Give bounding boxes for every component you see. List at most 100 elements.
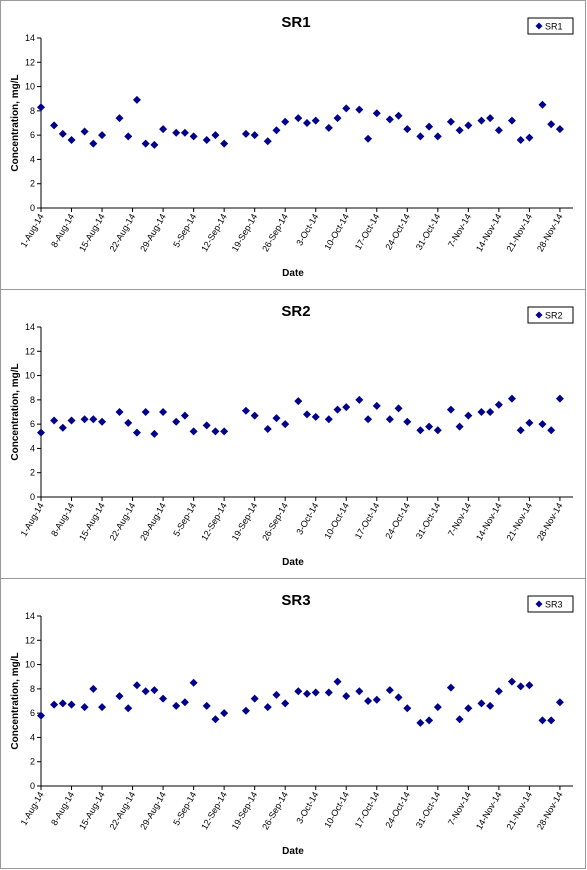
legend-marker bbox=[535, 22, 543, 30]
x-tick-label: 24-Oct-14 bbox=[383, 212, 412, 252]
x-tick-label: 31-Oct-14 bbox=[414, 501, 443, 541]
data-point-sr1 bbox=[98, 131, 107, 140]
data-point-sr1 bbox=[364, 134, 373, 143]
y-tick-label: 0 bbox=[30, 203, 35, 213]
data-point-sr3 bbox=[433, 703, 442, 712]
data-point-sr1 bbox=[372, 109, 381, 118]
y-axis-title: Concentration, mg/L bbox=[10, 74, 21, 171]
data-point-sr1 bbox=[141, 139, 150, 148]
data-point-sr3 bbox=[324, 688, 333, 697]
x-tick-label: 24-Oct-14 bbox=[383, 790, 412, 830]
legend-label: SR2 bbox=[545, 311, 563, 321]
data-point-sr2 bbox=[263, 425, 272, 433]
data-point-sr3 bbox=[372, 695, 381, 704]
x-tick-label: 7-Nov-14 bbox=[446, 790, 473, 827]
data-point-sr2 bbox=[464, 411, 473, 420]
data-point-sr2 bbox=[516, 426, 525, 435]
data-point-sr1 bbox=[250, 131, 259, 140]
data-point-sr3 bbox=[211, 715, 220, 724]
data-point-sr3 bbox=[494, 687, 503, 696]
data-point-sr1 bbox=[50, 121, 59, 130]
data-point-sr2 bbox=[124, 418, 133, 427]
x-tick-label: 3-Oct-14 bbox=[294, 501, 320, 536]
data-point-sr2 bbox=[80, 415, 89, 424]
data-point-sr3 bbox=[172, 701, 181, 710]
data-point-sr3 bbox=[403, 704, 412, 713]
x-tick-label: 21-Nov-14 bbox=[504, 212, 534, 253]
data-point-sr1 bbox=[324, 123, 333, 132]
data-point-sr3 bbox=[446, 683, 455, 692]
data-point-sr2 bbox=[477, 408, 486, 416]
data-point-sr1 bbox=[67, 136, 76, 144]
data-point-sr2 bbox=[98, 417, 107, 426]
x-tick-label: 26-Sep-14 bbox=[260, 790, 290, 831]
data-point-sr1 bbox=[555, 125, 564, 134]
chart-panel-sr1: SR1 0 2 4 6 8 10 12 14 1-Aug-14 8-Aug-14 15-Aug-14 2… bbox=[0, 0, 586, 290]
data-point-sr3 bbox=[220, 709, 229, 718]
y-tick-label: 6 bbox=[30, 419, 35, 429]
data-point-sr1 bbox=[464, 121, 473, 130]
data-point-sr2 bbox=[250, 411, 259, 420]
x-axis-title: Date bbox=[282, 846, 304, 857]
x-tick-label: 8-Aug-14 bbox=[49, 212, 76, 249]
data-point-sr2 bbox=[281, 420, 290, 429]
data-point-sr2 bbox=[150, 429, 159, 438]
data-point-sr1 bbox=[538, 100, 547, 109]
data-point-sr3 bbox=[80, 703, 89, 712]
y-tick-label: 8 bbox=[30, 684, 35, 694]
x-tick-label: 8-Aug-14 bbox=[49, 501, 76, 538]
data-point-sr1 bbox=[425, 122, 434, 131]
data-point-sr2 bbox=[241, 406, 250, 415]
data-point-sr2 bbox=[141, 408, 150, 416]
y-tick-label: 10 bbox=[25, 82, 35, 92]
x-tick-label: 17-Oct-14 bbox=[353, 790, 382, 830]
x-tick-label: 1-Aug-14 bbox=[19, 212, 46, 249]
data-point-sr2 bbox=[486, 408, 495, 416]
data-point-sr1 bbox=[477, 116, 486, 125]
y-tick-label: 12 bbox=[25, 57, 35, 67]
data-point-sr2 bbox=[494, 400, 503, 409]
x-tick-label: 15-Aug-14 bbox=[77, 501, 107, 542]
data-point-sr3 bbox=[355, 687, 364, 696]
data-point-sr3 bbox=[180, 698, 189, 707]
data-point-sr2 bbox=[272, 414, 281, 423]
data-point-sr2 bbox=[311, 412, 320, 421]
x-tick-label: 14-Nov-14 bbox=[474, 212, 504, 253]
data-point-sr2 bbox=[220, 427, 229, 436]
x-axis-title: Date bbox=[282, 557, 304, 568]
data-point-sr1 bbox=[494, 126, 503, 135]
legend: SR2 bbox=[527, 306, 574, 324]
data-point-sr3 bbox=[477, 699, 486, 708]
data-point-sr2 bbox=[132, 428, 141, 437]
data-point-sr1 bbox=[311, 116, 320, 125]
legend-box bbox=[527, 17, 574, 35]
x-tick-label: 12-Sep-14 bbox=[199, 790, 229, 831]
chart-title: SR2 bbox=[281, 303, 310, 320]
y-axis-title: Concentration, mg/L bbox=[10, 652, 21, 749]
data-point-sr3 bbox=[294, 687, 303, 696]
data-point-sr3 bbox=[333, 677, 342, 686]
legend-box bbox=[527, 595, 574, 613]
data-point-sr3 bbox=[37, 711, 45, 720]
chart-title: SR1 bbox=[281, 14, 310, 31]
data-point-sr2 bbox=[555, 394, 564, 403]
data-point-sr1 bbox=[355, 105, 364, 114]
x-axis-title: Date bbox=[282, 268, 304, 279]
data-point-sr3 bbox=[486, 701, 495, 710]
y-tick-label: 0 bbox=[30, 492, 35, 502]
data-point-sr2 bbox=[172, 417, 181, 426]
data-point-sr2 bbox=[342, 403, 351, 412]
data-point-sr1 bbox=[159, 125, 168, 134]
legend-marker bbox=[535, 600, 543, 608]
data-point-sr3 bbox=[89, 684, 98, 693]
x-tick-label: 15-Aug-14 bbox=[77, 790, 107, 831]
data-point-sr2 bbox=[425, 422, 434, 431]
data-point-sr1 bbox=[294, 114, 303, 123]
data-point-sr1 bbox=[416, 132, 425, 141]
data-point-sr3 bbox=[464, 704, 473, 713]
x-tick-label: 28-Nov-14 bbox=[535, 501, 565, 542]
data-point-sr3 bbox=[555, 698, 564, 707]
data-point-sr3 bbox=[525, 681, 534, 690]
data-point-sr1 bbox=[180, 128, 189, 137]
